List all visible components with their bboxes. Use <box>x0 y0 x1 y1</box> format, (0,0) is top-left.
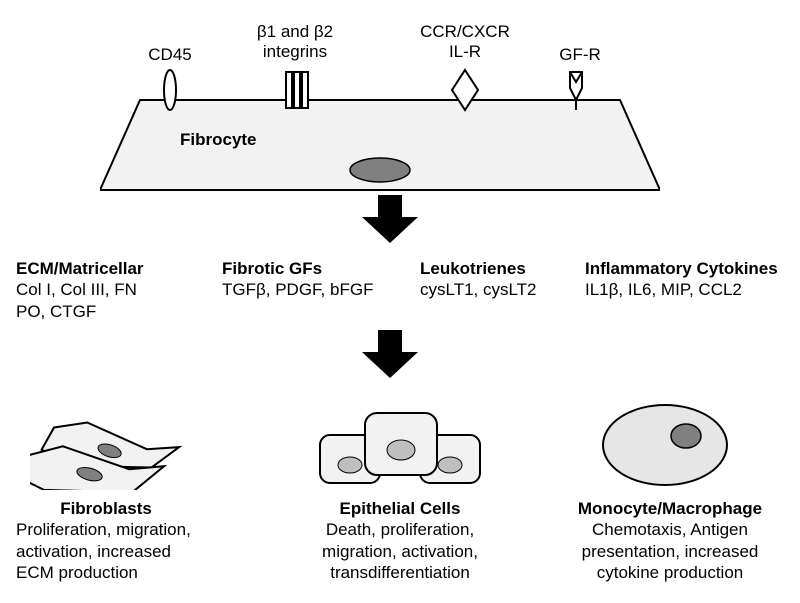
epithelial-illustration <box>300 395 500 490</box>
ecm-line2: PO, CTGF <box>16 301 196 322</box>
fibrocyte-label: Fibrocyte <box>180 130 257 150</box>
integrins-label: β1 and β2 integrins <box>230 22 360 62</box>
ecm-group: ECM/Matricellar Col I, Col III, FN PO, C… <box>16 258 196 322</box>
fibroblasts-illustration <box>30 400 200 490</box>
fibrotic-gfs-group: Fibrotic GFs TGFβ, PDGF, bFGF <box>222 258 412 301</box>
ecm-title: ECM/Matricellar <box>16 258 196 279</box>
monocyte-title: Monocyte/Macrophage <box>560 498 780 519</box>
cd45-receptor-icon <box>164 70 176 110</box>
ecm-line1: Col I, Col III, FN <box>16 279 196 300</box>
fibrotic-gfs-title: Fibrotic GFs <box>222 258 412 279</box>
ccr-label: CCR/CXCR IL-R <box>400 22 530 62</box>
integrins-receptor-icon <box>286 72 308 108</box>
fibrocyte-nucleus <box>350 158 410 182</box>
fibroblasts-desc: Proliferation, migration, activation, in… <box>16 519 246 583</box>
inflammatory-title: Inflammatory Cytokines <box>585 258 795 279</box>
leukotrienes-title: Leukotrienes <box>420 258 580 279</box>
arrow-down-2-icon <box>362 330 418 378</box>
epithelial-title: Epithelial Cells <box>290 498 510 519</box>
fibrotic-gfs-line1: TGFβ, PDGF, bFGF <box>222 279 412 300</box>
monocyte-illustration <box>590 400 740 490</box>
epithelial-desc: Death, proliferation, migration, activat… <box>290 519 510 583</box>
inflammatory-group: Inflammatory Cytokines IL1β, IL6, MIP, C… <box>585 258 795 301</box>
arrow-down-1-icon <box>362 195 418 243</box>
leukotrienes-line1: cysLT1, cysLT2 <box>420 279 580 300</box>
fibroblasts-title: Fibroblasts <box>16 498 196 519</box>
epithelial-text: Epithelial Cells Death, proliferation, m… <box>290 498 510 583</box>
fibroblasts-text: Fibroblasts Proliferation, migration, ac… <box>16 498 246 583</box>
monocyte-text: Monocyte/Macrophage Chemotaxis, Antigen … <box>560 498 780 583</box>
inflammatory-line1: IL1β, IL6, MIP, CCL2 <box>585 279 795 300</box>
monocyte-desc: Chemotaxis, Antigen presentation, increa… <box>560 519 780 583</box>
leukotrienes-group: Leukotrienes cysLT1, cysLT2 <box>420 258 580 301</box>
